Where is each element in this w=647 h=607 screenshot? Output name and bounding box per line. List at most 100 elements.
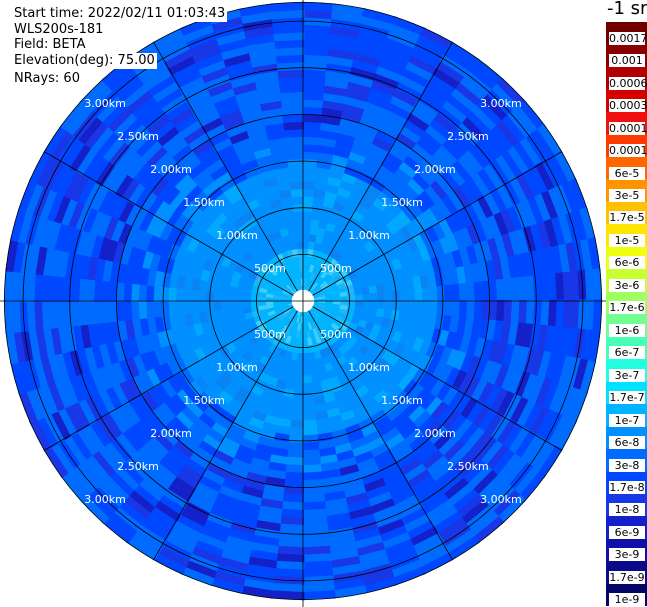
ppi-cell	[35, 243, 48, 276]
ppi-cell	[168, 300, 177, 316]
ppi-cell	[161, 93, 189, 115]
ppi-cell	[375, 65, 405, 84]
ppi-cell	[471, 172, 492, 198]
ppi-cell	[466, 282, 476, 302]
ppi-cell	[410, 106, 436, 127]
ppi-cell	[286, 442, 304, 451]
ppi-cell	[287, 434, 304, 444]
ppi-cell	[338, 308, 348, 316]
ppi-cell	[206, 248, 220, 262]
ppi-cell	[35, 153, 59, 187]
ppi-cell	[312, 273, 319, 282]
ppi-cell	[207, 505, 235, 522]
ppi-cell	[362, 577, 397, 594]
ppi-cell	[490, 124, 516, 153]
ppi-cell	[384, 291, 394, 302]
ppi-cell	[584, 299, 595, 333]
ppi-cell	[266, 285, 276, 292]
ppi-cell	[242, 294, 252, 302]
ppi-cell	[390, 173, 409, 191]
ppi-cell	[315, 166, 332, 177]
ppi-cell	[72, 251, 85, 279]
ppi-cell	[213, 491, 240, 508]
ppi-cell	[298, 338, 304, 347]
ppi-cell	[407, 405, 427, 425]
ppi-cell	[241, 478, 266, 492]
ppi-cell	[441, 194, 460, 216]
ppi-cell	[337, 312, 347, 320]
ppi-cell	[274, 553, 305, 563]
ppi-cell	[391, 257, 404, 272]
ppi-cell	[558, 326, 571, 359]
ppi-cell	[83, 230, 98, 258]
ppi-cell	[406, 300, 416, 314]
ppi-cell	[307, 314, 313, 323]
ppi-cell	[120, 427, 143, 453]
ppi-cell	[325, 519, 353, 532]
ppi-cell	[167, 444, 190, 466]
ppi-cell	[131, 353, 147, 375]
ppi-cell	[463, 149, 486, 175]
ppi-cell	[46, 190, 65, 222]
ppi-cell	[452, 350, 468, 372]
ppi-cell	[83, 344, 98, 372]
ppi-cell	[393, 343, 407, 358]
ppi-cell	[495, 419, 518, 448]
ppi-cell	[587, 237, 601, 273]
ppi-cell	[244, 563, 277, 577]
ppi-cell	[229, 129, 251, 145]
ppi-cell	[337, 186, 353, 199]
ppi-cell	[246, 125, 269, 138]
ppi-cell	[466, 111, 493, 138]
ppi-cell	[204, 511, 233, 530]
ppi-cell	[304, 278, 308, 287]
ppi-cell	[473, 357, 489, 382]
ppi-cell	[90, 343, 105, 370]
ppi-cell	[437, 144, 460, 167]
ppi-cell	[170, 475, 196, 496]
ppi-cell	[315, 266, 323, 276]
ppi-cell	[528, 406, 550, 437]
ppi-cell	[518, 470, 546, 503]
ppi-cell	[314, 257, 322, 267]
ppi-cell	[317, 151, 335, 163]
ppi-cell	[301, 39, 332, 49]
ring-label: 2.50km	[117, 130, 159, 143]
ppi-cell	[219, 370, 234, 385]
ppi-cell	[201, 433, 222, 451]
ppi-cell	[295, 278, 300, 287]
ppi-cell	[358, 391, 375, 406]
ppi-cell	[288, 336, 296, 346]
ring-label: 500m	[320, 262, 352, 275]
colorbar-tick-label: 6e-5	[609, 166, 645, 180]
ppi-cell	[168, 415, 189, 436]
ppi-cell	[312, 328, 319, 338]
ppi-cell	[547, 273, 558, 303]
ppi-cell	[335, 316, 345, 324]
ppi-cell	[280, 268, 289, 277]
ppi-cell	[397, 310, 408, 324]
ppi-cell	[411, 47, 443, 69]
ppi-cell	[274, 272, 284, 282]
ppi-cell	[280, 325, 289, 334]
ppi-cell	[318, 371, 329, 382]
ppi-cell	[310, 218, 321, 229]
ppi-cell	[287, 226, 297, 236]
ppi-cell	[558, 243, 571, 276]
ppi-cell	[328, 556, 361, 569]
ppi-cell	[96, 364, 113, 391]
ppi-cell	[281, 234, 291, 245]
ppi-cell	[247, 416, 265, 430]
ppi-cell	[452, 230, 468, 252]
ppi-cell	[386, 340, 400, 354]
ppi-cell	[429, 461, 455, 484]
ppi-cell	[272, 294, 282, 299]
ppi-cell	[468, 144, 492, 171]
ppi-cell	[381, 400, 399, 417]
ppi-cell	[172, 439, 195, 460]
ppi-cell	[446, 94, 475, 119]
ppi-cell	[473, 337, 487, 360]
ppi-cell	[304, 315, 308, 324]
ppi-cell	[250, 300, 259, 307]
ppi-cell	[236, 203, 252, 217]
